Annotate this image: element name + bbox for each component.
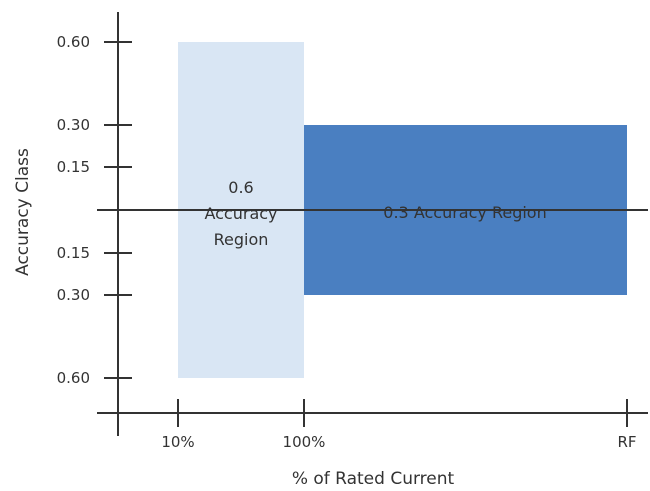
- x-axis-title: % of Rated Current: [292, 469, 455, 489]
- y-tick-label-upper-0.30: 0.30: [57, 116, 90, 134]
- y-tick-label-lower-0.15: 0.15: [57, 244, 90, 262]
- region-label-0.3: 0.3 Accuracy Region: [383, 203, 546, 222]
- y-tick-label-lower-0.30: 0.30: [57, 286, 90, 304]
- y-axis-title: Accuracy Class: [13, 148, 33, 276]
- y-tick-label-lower-0.60: 0.60: [57, 369, 90, 387]
- region-label-0.6-line-3: Region: [214, 230, 269, 249]
- x-tick-label-rf: RF: [617, 433, 636, 451]
- x-tick-label-10pct: 10%: [161, 433, 194, 451]
- y-tick-label-upper-0.15: 0.15: [57, 158, 90, 176]
- x-tick-label-100pct: 100%: [283, 433, 326, 451]
- y-tick-label-upper-0.60: 0.60: [57, 33, 90, 51]
- region-label-0.6-line-1: 0.6: [228, 178, 253, 197]
- region-label-0.6-line-2: Accuracy: [204, 204, 277, 223]
